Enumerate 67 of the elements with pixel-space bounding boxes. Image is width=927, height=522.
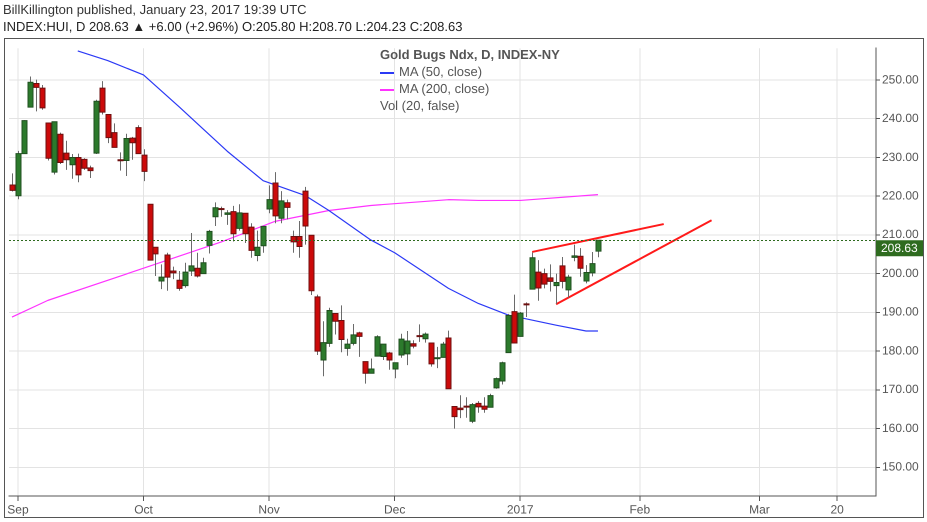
candlestick bbox=[124, 133, 130, 177]
candlestick bbox=[236, 204, 242, 232]
candlestick bbox=[230, 205, 236, 242]
candlestick bbox=[182, 262, 188, 288]
y-tick-label: 220.00 bbox=[882, 188, 920, 202]
candlestick bbox=[70, 153, 76, 180]
candlestick bbox=[518, 312, 524, 337]
y-tick-label: 190.00 bbox=[882, 304, 920, 319]
candlestick bbox=[362, 361, 368, 384]
x-tick-label: Oct bbox=[134, 502, 154, 517]
x-tick-label: Mar bbox=[749, 502, 770, 517]
y-tick-label: 180.00 bbox=[882, 343, 920, 358]
candlestick bbox=[386, 351, 392, 370]
candlestick bbox=[194, 252, 200, 278]
x-tick-label: Sep bbox=[7, 502, 29, 517]
legend-label: MA (50, close) bbox=[398, 63, 484, 80]
ref-line-label: 208.63 bbox=[881, 241, 918, 256]
candlestick bbox=[566, 274, 572, 298]
y-tick-label: 150.00 bbox=[882, 460, 920, 474]
candlestick bbox=[200, 257, 206, 274]
x-tick-label: 20 bbox=[830, 502, 844, 517]
candlestick bbox=[464, 396, 470, 418]
y-tick-label: 170.00 bbox=[882, 382, 920, 396]
x-tick-label: Nov bbox=[258, 502, 280, 517]
candlestick bbox=[416, 324, 422, 342]
y-tick-label: 250.00 bbox=[882, 72, 920, 86]
x-tick-label: Feb bbox=[629, 502, 650, 517]
candlestick bbox=[118, 152, 124, 172]
candlestick bbox=[422, 332, 428, 344]
candlestick bbox=[158, 264, 164, 290]
candlestick bbox=[554, 273, 560, 304]
chart-title: Gold Bugs Ndx, D, INDEX-NY bbox=[380, 46, 560, 63]
chart-subtitle: INDEX:HUI, D 208.63 ▲ +6.00 (+2.96%) O:205.80 H:208.70 L:204.23 C:208.63 bbox=[3, 19, 462, 34]
annotation: Vol (20, false) bbox=[380, 97, 460, 114]
candlestick bbox=[572, 244, 578, 262]
candlestick bbox=[392, 362, 398, 379]
candlestick bbox=[188, 232, 194, 276]
x-tick-label: Dec bbox=[384, 502, 406, 517]
candlestick bbox=[560, 256, 566, 289]
legend-label: MA (200, close) bbox=[398, 80, 490, 97]
candlestick bbox=[212, 202, 218, 227]
candlestick bbox=[488, 393, 494, 408]
candlestick bbox=[224, 210, 230, 226]
candlestick bbox=[284, 199, 290, 220]
candlestick bbox=[218, 206, 224, 218]
candlestick bbox=[260, 226, 266, 254]
candlestick bbox=[524, 302, 530, 318]
candlestick bbox=[578, 248, 584, 278]
candlestick bbox=[368, 358, 374, 374]
y-tick-label: 240.00 bbox=[882, 111, 920, 126]
candlestick bbox=[10, 172, 16, 192]
x-tick-label: 2017 bbox=[506, 502, 534, 517]
candlestick bbox=[470, 402, 476, 424]
candlestick bbox=[206, 229, 212, 254]
text: BillKillington published, January 23, 2017 19:39 UTC bbox=[3, 2, 307, 17]
candlestick bbox=[596, 239, 602, 258]
y-tick-label: 200.00 bbox=[882, 266, 920, 280]
candlestick bbox=[142, 148, 148, 182]
y-tick-label: 230.00 bbox=[882, 150, 920, 164]
candlestick bbox=[254, 230, 260, 262]
candlestick bbox=[278, 190, 284, 224]
candlestick bbox=[176, 270, 182, 292]
candlestick bbox=[356, 331, 362, 358]
y-tick-label: 160.00 bbox=[882, 420, 920, 435]
candlestick bbox=[266, 184, 272, 214]
candlestick bbox=[428, 342, 434, 368]
y-tick-label: 210.00 bbox=[882, 227, 920, 242]
